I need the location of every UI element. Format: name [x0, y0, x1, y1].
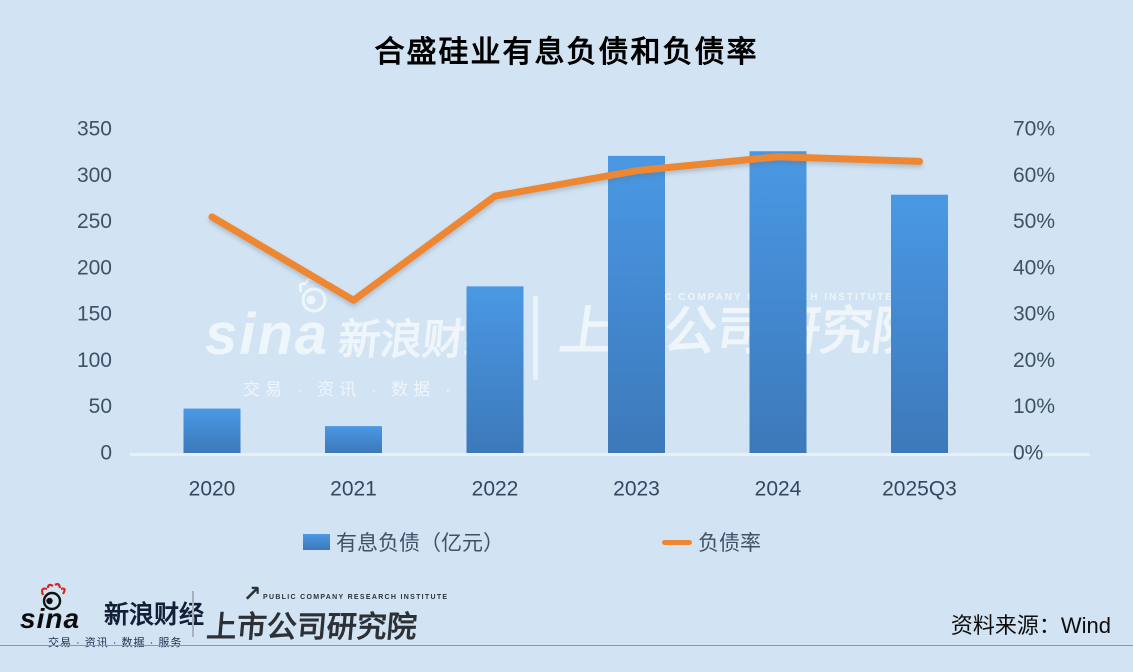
bar-2022: [466, 286, 524, 453]
x-axis-label: 2025Q3: [882, 478, 957, 501]
footer-sina-text: sina: [20, 603, 81, 634]
legend: 有息负债（亿元） 负债率: [0, 527, 1133, 557]
legend-label-ratio: 负债率: [698, 532, 761, 555]
left-axis-tick: 50: [89, 395, 112, 418]
left-axis-tick: 250: [77, 210, 112, 233]
sina-eye-icon: [36, 582, 68, 619]
left-axis-tick: 350: [77, 118, 112, 141]
chart-title: 合盛硅业有息负债和负债率: [374, 36, 759, 69]
bar-2024: [749, 151, 807, 453]
footer-brand: 新浪财经: [104, 601, 205, 629]
right-axis-tick: 30%: [1013, 303, 1055, 326]
footer: sina 新浪财经 交易 · 资讯 · 数据 · 服务 ↗ PUBLIC COM…: [0, 581, 1133, 672]
footer-rule: [0, 645, 1133, 646]
right-axis-tick: 70%: [1013, 118, 1055, 141]
watermark-brand-row: sina 新浪财经: [205, 306, 509, 367]
bar-2021: [325, 426, 382, 453]
bar-legend-marker-icon: [303, 534, 330, 550]
footer-tagline: 交易 · 资讯 · 数据 · 服务: [48, 637, 183, 649]
watermark-sina-block: sina 新浪财经 交易 · 资讯 · 数据 · 服务: [205, 275, 510, 400]
x-axis-label: 2022: [472, 478, 519, 501]
x-axis-label: 2024: [755, 478, 802, 501]
left-axis-tick: 300: [77, 164, 112, 187]
watermark-divider: [533, 296, 539, 380]
debt-ratio-line: [208, 153, 923, 304]
legend-label-debt: 有息负债（亿元）: [336, 532, 504, 555]
line-legend-marker-icon: [662, 539, 692, 545]
data-source: 资料来源：Wind: [950, 613, 1111, 638]
footer-institute-en: PUBLIC COMPANY RESEARCH INSTITUTE: [263, 594, 449, 601]
left-axis-tick: 100: [77, 349, 112, 372]
right-axis-tick: 20%: [1013, 349, 1055, 372]
legend-item-debt: 有息负债（亿元）: [303, 527, 504, 557]
x-axis-baseline: [130, 453, 1090, 456]
chart-canvas: 350 300 250 200 150 100 50 0 70% 60% 50% 40% 30% 20% 1…: [77, 118, 1090, 501]
footer-sina-logo: sina 新浪财经 交易 · 资讯 · 数据 · 服务: [20, 582, 204, 649]
legend-item-ratio: 负债率: [662, 527, 761, 557]
left-axis-tick: 0: [100, 442, 112, 465]
x-axis-label: 2021: [330, 478, 377, 501]
right-axis-tick: 60%: [1013, 164, 1055, 187]
watermark-sina-text: sina: [205, 302, 330, 367]
right-axis-tick: 10%: [1013, 395, 1055, 418]
right-axis-tick: 40%: [1013, 256, 1055, 279]
watermark-tagline: 交易 · 资讯 · 数据 · 服务: [243, 380, 510, 399]
left-axis-tick: 200: [77, 256, 112, 279]
bar-2025Q3: [891, 194, 948, 453]
right-axis-tick: 50%: [1013, 210, 1055, 233]
footer-institute: 上市公司研究院: [205, 611, 419, 644]
bar-2020: [183, 408, 241, 453]
bar-2023: [608, 155, 665, 453]
footer-divider: [192, 591, 194, 637]
left-axis-tick: 150: [77, 303, 112, 326]
x-axis-label: 2020: [189, 478, 236, 501]
arrow-up-right-icon: ↗: [243, 581, 262, 606]
right-axis-tick: 0%: [1013, 442, 1043, 465]
x-axis-label: 2023: [613, 478, 660, 501]
